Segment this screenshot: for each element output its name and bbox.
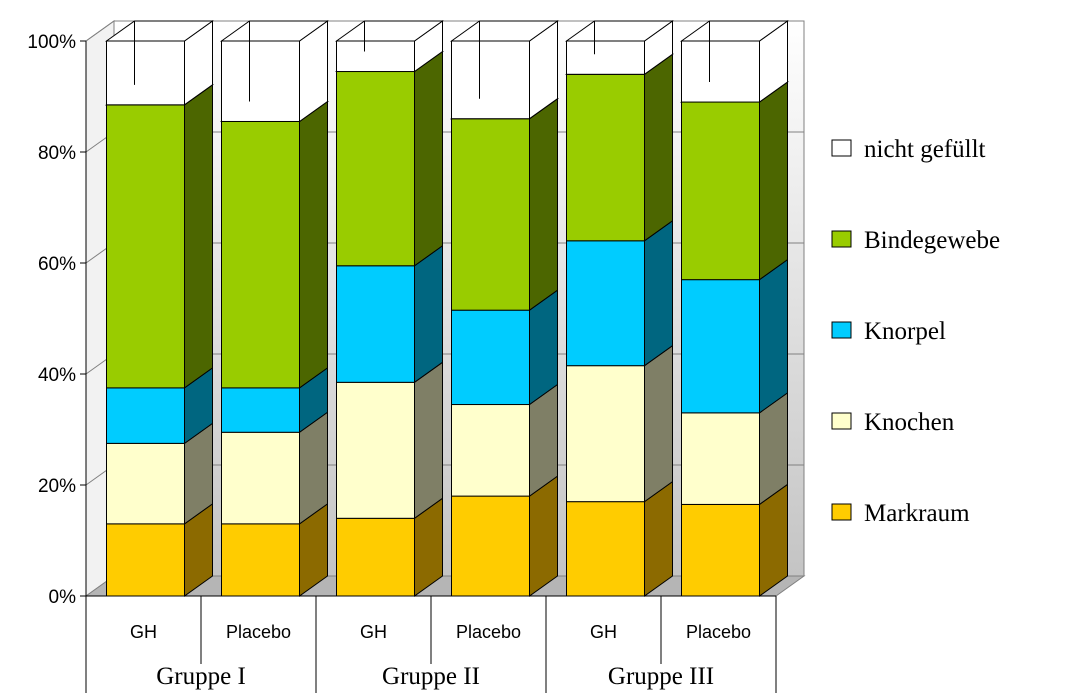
bar-segment <box>681 279 760 414</box>
bar-segment <box>451 495 530 597</box>
bars <box>104 20 790 597</box>
category-label: Placebo <box>456 622 521 642</box>
bar-segment <box>681 503 760 597</box>
bar-segment-side <box>414 361 443 520</box>
bar-top-face <box>104 20 215 42</box>
bar-top-face <box>449 20 560 42</box>
bar-segment <box>451 404 530 497</box>
y-tick-label: 100% <box>27 32 76 53</box>
bar-segment <box>221 387 300 433</box>
y-tick-label: 40% <box>38 365 76 386</box>
legend-label: nicht gefüllt <box>864 136 986 163</box>
bar-segment <box>221 40 300 122</box>
legend-label: Knochen <box>864 409 955 436</box>
bar-segment <box>451 118 530 311</box>
bar-segment-side <box>759 81 788 281</box>
legend-label: Knorpel <box>864 318 946 345</box>
bar-segment <box>106 104 185 389</box>
bar-segment <box>566 240 645 367</box>
bar-segment <box>106 40 185 106</box>
bar-segment <box>681 101 760 281</box>
bar-segment-side <box>644 53 673 242</box>
bar-segment <box>566 40 645 75</box>
bar-segment <box>681 412 760 505</box>
bar-segment-side <box>644 219 673 367</box>
legend-label: Markraum <box>864 500 970 527</box>
y-tick-label: 80% <box>38 143 76 164</box>
x-axis-categories: GH Placebo GH Placebo GH Placebo Gruppe I Grupp… <box>85 595 777 693</box>
legend-swatch <box>831 139 852 157</box>
bar-segment <box>566 501 645 597</box>
bar-segment <box>336 71 415 267</box>
bar-segment-side <box>644 344 673 503</box>
bar-segment <box>336 381 415 519</box>
bar-segment <box>451 309 530 406</box>
bar-segment <box>451 40 530 120</box>
group-label: Gruppe III <box>608 663 714 690</box>
y-tick-label: 20% <box>38 476 76 497</box>
bar-segment <box>221 120 300 389</box>
category-label: GH <box>590 622 617 642</box>
legend-swatch <box>831 412 852 430</box>
bar-top-face <box>334 20 445 42</box>
bar-segment <box>336 265 415 383</box>
legend: nicht gefüllt Bindegewebe Knorpel Knochen Ma… <box>831 136 1000 527</box>
bar-segment-side <box>759 258 788 414</box>
bar-segment <box>336 40 415 73</box>
category-label: GH <box>130 622 157 642</box>
bar-segment <box>106 387 185 444</box>
legend-swatch <box>831 503 852 521</box>
bar-segment <box>106 523 185 597</box>
bar-segment <box>221 523 300 597</box>
bar-top-face <box>564 20 675 42</box>
legend-swatch <box>831 230 852 248</box>
legend-swatch <box>831 321 852 339</box>
group-label: Gruppe II <box>382 663 480 690</box>
y-axis: 0% 20% 40% 60% 80% 100% <box>27 32 87 608</box>
bar-segment <box>566 73 645 242</box>
bar-segment <box>681 40 760 103</box>
bar-segment-side <box>529 475 558 597</box>
gridline-side <box>85 20 115 42</box>
bar-top-face <box>679 20 790 42</box>
bar-segment <box>221 431 300 525</box>
y-tick-label: 60% <box>38 254 76 275</box>
bar-top-face <box>219 20 330 42</box>
y-tick-label: 0% <box>49 587 77 608</box>
bar-segment <box>106 442 185 525</box>
group-label: Gruppe I <box>156 663 246 690</box>
bar-segment-side <box>529 97 558 312</box>
legend-label: Bindegewebe <box>864 227 1000 254</box>
bar-segment-side <box>414 244 443 384</box>
bar-segment <box>566 365 645 503</box>
category-label: Placebo <box>226 622 291 642</box>
bar-segment <box>336 517 415 597</box>
bar-segment-side <box>184 83 213 389</box>
category-label: GH <box>360 622 387 642</box>
bar-segment-side <box>414 50 443 267</box>
category-label: Placebo <box>686 622 751 642</box>
bar-segment-side <box>299 100 328 389</box>
